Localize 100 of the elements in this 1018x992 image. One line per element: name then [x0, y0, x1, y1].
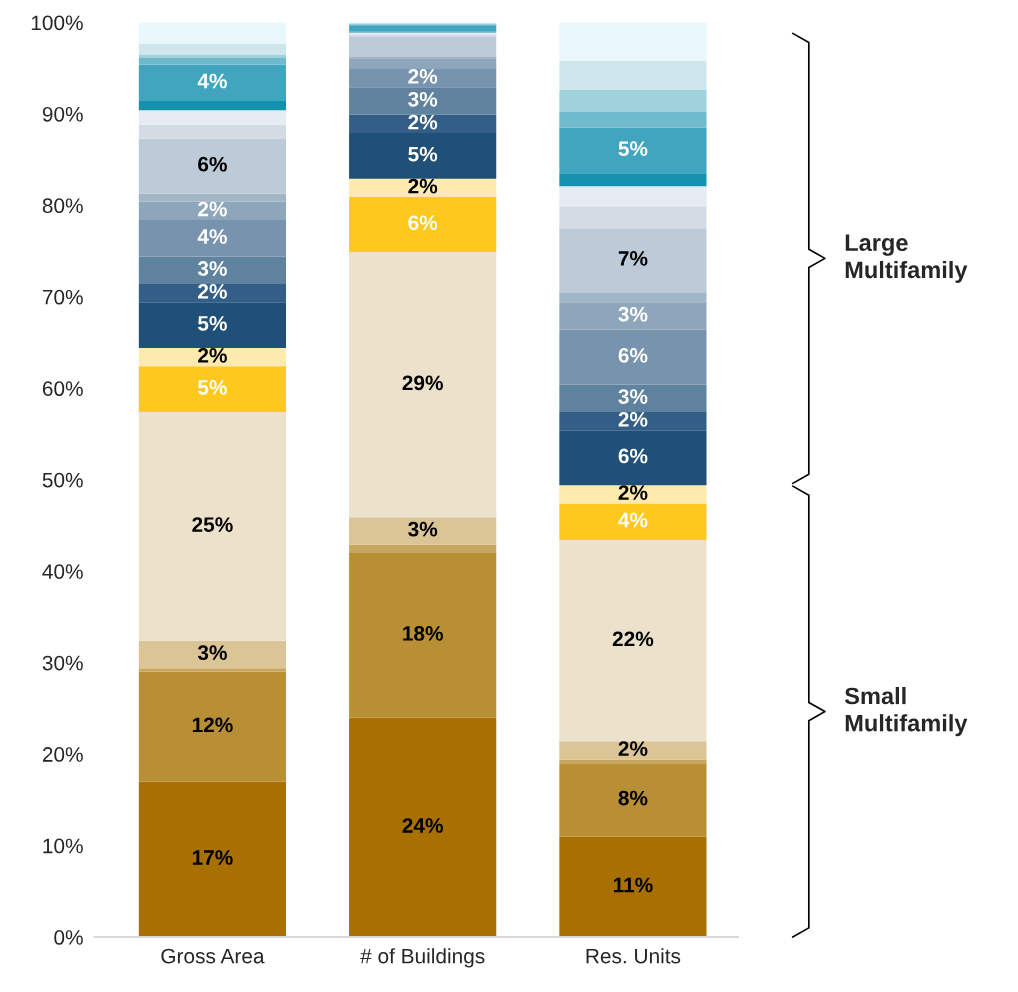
y-tick-label: 0% — [54, 930, 83, 945]
bar — [349, 69, 497, 88]
bar — [559, 302, 707, 330]
data-label: 2% — [618, 485, 648, 500]
bar — [349, 552, 497, 718]
bar — [559, 292, 707, 303]
bar — [349, 59, 497, 70]
data-label: 4% — [197, 73, 227, 89]
bar — [349, 178, 497, 198]
data-label: 3% — [408, 521, 438, 537]
bar — [559, 836, 707, 938]
data-label: 5% — [408, 146, 438, 162]
bar — [349, 87, 497, 115]
bar — [138, 101, 286, 111]
bar — [138, 256, 286, 284]
x-tick-label: # of Buildings — [360, 948, 485, 968]
bar — [349, 517, 497, 545]
data-label: 2% — [198, 201, 227, 217]
bar — [559, 127, 707, 174]
data-label: 12% — [192, 717, 233, 733]
data-label: 2% — [408, 114, 438, 130]
y-tick-label: 30% — [42, 655, 83, 671]
bar — [559, 763, 707, 837]
data-label: 2% — [618, 412, 648, 427]
bar — [349, 56, 497, 59]
bar — [138, 219, 286, 257]
bar — [349, 36, 497, 57]
bar — [349, 544, 497, 553]
bar — [138, 302, 286, 349]
bar — [349, 25, 497, 32]
bar — [138, 366, 286, 413]
y-tick-label: 50% — [42, 472, 83, 488]
bar — [138, 193, 286, 202]
bar — [559, 485, 707, 504]
data-label: 3% — [618, 389, 648, 404]
bar — [559, 60, 707, 91]
bar — [138, 43, 286, 55]
bar — [138, 64, 286, 102]
bar — [559, 384, 707, 413]
data-label: 5% — [618, 141, 648, 157]
y-tick-label: 80% — [42, 198, 83, 214]
x-tick-label: Gross Area — [161, 948, 265, 964]
bar — [138, 284, 286, 303]
bar — [559, 90, 707, 113]
text: Small Multifamily — [844, 687, 968, 737]
bar — [349, 251, 497, 518]
bar — [559, 412, 707, 431]
bar — [138, 781, 286, 938]
data-label: 4% — [618, 512, 648, 528]
bar — [559, 329, 707, 385]
y-tick-label: 70% — [42, 289, 83, 305]
y-tick-label: 90% — [42, 106, 83, 122]
data-label: 3% — [197, 261, 227, 276]
data-label: 6% — [618, 348, 648, 363]
bar — [138, 412, 286, 641]
bar — [349, 197, 497, 252]
text: Large Multifamily — [845, 234, 968, 283]
data-label: 2% — [198, 348, 227, 363]
data-label: 3% — [618, 306, 648, 322]
data-label: 24% — [402, 818, 443, 833]
data-label: 6% — [408, 215, 438, 231]
data-label: 29% — [402, 375, 443, 391]
bar — [138, 201, 286, 220]
data-label: 3% — [408, 91, 438, 107]
data-label: 6% — [618, 448, 648, 464]
bar — [559, 228, 707, 293]
bar — [349, 114, 497, 134]
bar — [559, 173, 707, 187]
bar — [559, 186, 707, 207]
bar — [349, 133, 497, 179]
data-label: 2% — [408, 178, 438, 194]
bar — [138, 138, 286, 194]
bar — [138, 668, 286, 672]
data-label: 2% — [198, 283, 227, 299]
data-label: 22% — [612, 631, 654, 647]
y-tick-label: 100% — [31, 15, 83, 31]
bar — [559, 741, 707, 760]
bar — [138, 54, 286, 59]
data-label: 8% — [618, 790, 648, 806]
bar — [138, 640, 286, 669]
bar — [138, 58, 286, 65]
x-tick-label: Res. Units — [586, 948, 681, 964]
y-tick-label: 60% — [42, 381, 83, 397]
data-label: 2% — [618, 741, 648, 757]
bar — [559, 22, 707, 61]
data-label: 17% — [192, 850, 233, 865]
bar — [559, 503, 707, 541]
data-label: 2% — [408, 69, 438, 84]
bar — [559, 430, 707, 486]
data-label: 18% — [403, 626, 443, 641]
data-label: 6% — [198, 156, 227, 172]
data-label: 25% — [192, 517, 233, 532]
data-label: 4% — [197, 229, 227, 244]
bar — [138, 22, 286, 44]
bar — [559, 206, 707, 229]
y-tick-label: 10% — [43, 838, 83, 854]
bar — [138, 124, 286, 139]
bar — [138, 348, 286, 367]
bar — [349, 717, 497, 938]
bar — [138, 671, 286, 782]
